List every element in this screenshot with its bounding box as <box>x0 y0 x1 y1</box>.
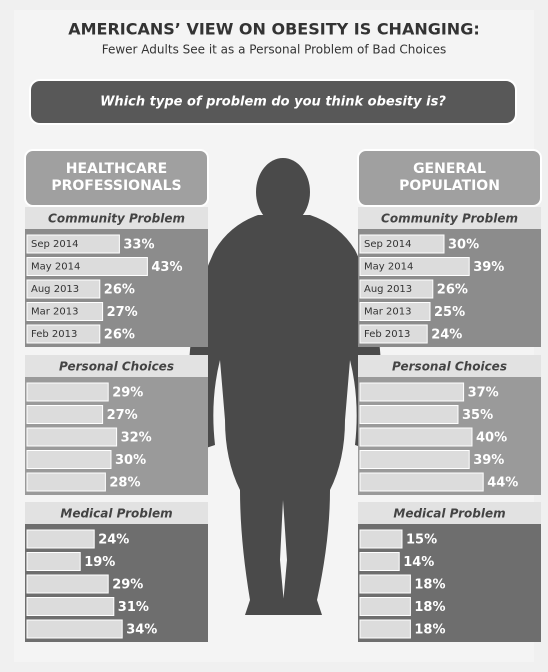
value-label: 33% <box>123 238 154 253</box>
value-label: 14% <box>403 555 434 570</box>
bar <box>26 279 101 299</box>
panel-title: GENERAL POPULATION <box>399 161 500 194</box>
value-label: 32% <box>121 431 152 446</box>
value-label: 24% <box>431 328 462 343</box>
bar <box>26 529 95 549</box>
panel-header-box <box>357 149 542 207</box>
subtitle: Fewer Adults See it as a Personal Proble… <box>102 43 447 57</box>
category-label: Feb 2013 <box>31 329 77 340</box>
bar <box>359 405 459 424</box>
bar <box>359 257 470 276</box>
bar <box>359 302 431 321</box>
section-header <box>358 355 541 377</box>
section-header <box>25 355 208 377</box>
panel-title: HEALTHCARE PROFESSIONALS <box>51 161 182 194</box>
value-label: 31% <box>118 600 149 615</box>
value-label: 25% <box>434 305 465 320</box>
value-label: 26% <box>437 283 468 298</box>
section-header <box>25 207 208 229</box>
section-bg <box>358 355 541 495</box>
value-label: 18% <box>414 623 445 638</box>
section-title: Personal Choices <box>392 360 507 374</box>
category-label: May 2014 <box>31 262 80 273</box>
category-label: Mar 2013 <box>364 307 412 318</box>
bar <box>26 619 123 639</box>
value-label: 29% <box>112 578 143 593</box>
value-label: 26% <box>104 283 135 298</box>
value-label: 18% <box>414 600 445 615</box>
category-label: Feb 2013 <box>364 329 410 340</box>
value-label: 39% <box>473 453 504 468</box>
bar <box>26 302 104 321</box>
category-label: Sep 2014 <box>31 239 78 250</box>
value-label: 19% <box>84 555 115 570</box>
section-header <box>358 502 541 524</box>
bar <box>359 619 411 639</box>
bar <box>359 427 473 447</box>
value-label: 44% <box>487 476 518 491</box>
bar <box>359 450 470 469</box>
bar <box>359 234 445 254</box>
section-title: Medical Problem <box>393 507 505 521</box>
bar <box>26 450 112 469</box>
bar <box>26 324 101 344</box>
value-label: 34% <box>126 623 157 638</box>
bar <box>26 427 118 447</box>
bar <box>26 234 120 254</box>
value-label: 18% <box>414 578 445 593</box>
value-label: 30% <box>448 238 479 253</box>
bar <box>26 382 109 402</box>
section-bg <box>25 207 208 347</box>
silhouette <box>188 158 382 615</box>
section-bg <box>25 502 208 642</box>
category-label: Mar 2013 <box>31 307 79 318</box>
bar <box>359 552 400 571</box>
bar <box>26 472 106 492</box>
section-header <box>25 502 208 524</box>
question: Which type of problem do you think obesi… <box>100 95 446 110</box>
section-bg <box>358 207 541 347</box>
section-title: Medical Problem <box>60 507 172 521</box>
bar <box>359 382 465 402</box>
value-label: 26% <box>104 328 135 343</box>
section-title: Community Problem <box>381 212 518 226</box>
bar <box>359 597 411 616</box>
category-label: May 2014 <box>364 262 413 273</box>
value-label: 43% <box>151 260 182 275</box>
bar <box>26 257 148 276</box>
value-label: 28% <box>109 476 140 491</box>
value-label: 15% <box>406 533 437 548</box>
bar <box>26 574 109 594</box>
bar <box>359 574 411 594</box>
section-title: Community Problem <box>48 212 185 226</box>
section-bg <box>358 502 541 642</box>
title: AMERICANS’ VIEW ON OBESITY IS CHANGING: <box>68 20 479 39</box>
bar <box>359 324 428 344</box>
bar <box>26 597 115 616</box>
bar <box>26 552 81 571</box>
value-label: 27% <box>107 408 138 423</box>
section-bg <box>25 355 208 495</box>
value-label: 39% <box>473 260 504 275</box>
value-label: 40% <box>476 431 507 446</box>
category-label: Aug 2013 <box>31 284 79 295</box>
section-title: Personal Choices <box>59 360 174 374</box>
value-label: 37% <box>468 386 499 401</box>
section-header <box>358 207 541 229</box>
question-banner <box>29 79 517 125</box>
bar <box>26 405 104 424</box>
bar <box>359 472 484 492</box>
value-label: 24% <box>98 533 129 548</box>
panel-header-box <box>24 149 209 207</box>
value-label: 29% <box>112 386 143 401</box>
value-label: 27% <box>107 305 138 320</box>
category-label: Sep 2014 <box>364 239 411 250</box>
value-label: 35% <box>462 408 493 423</box>
category-label: Aug 2013 <box>364 284 412 295</box>
bar <box>359 529 403 549</box>
value-label: 30% <box>115 453 146 468</box>
bar <box>359 279 434 299</box>
